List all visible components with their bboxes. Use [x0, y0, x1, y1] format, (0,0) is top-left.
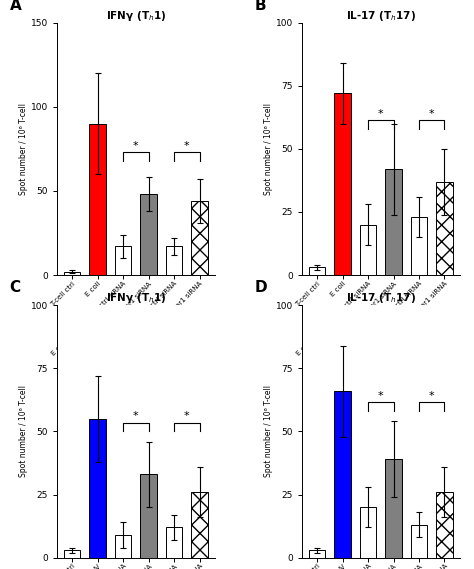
Bar	[191, 492, 208, 558]
Bar	[436, 182, 453, 275]
Bar	[115, 535, 131, 558]
Y-axis label: Spot number / 10⁶ T-cell: Spot number / 10⁶ T-cell	[19, 103, 28, 195]
Bar	[411, 217, 427, 275]
Title: IFNγ (T$_h$1): IFNγ (T$_h$1)	[106, 291, 166, 305]
Y-axis label: Spot number / 10⁶ T-cell: Spot number / 10⁶ T-cell	[264, 385, 273, 477]
Text: *: *	[429, 391, 435, 401]
Bar	[334, 93, 351, 275]
Text: *: *	[184, 411, 190, 422]
Bar	[115, 246, 131, 275]
Bar	[411, 525, 427, 558]
Bar	[309, 267, 325, 275]
Text: *: *	[378, 391, 383, 401]
Text: D: D	[255, 280, 267, 295]
Bar	[309, 550, 325, 558]
Y-axis label: Spot number / 10⁶ T-cell: Spot number / 10⁶ T-cell	[264, 103, 273, 195]
Text: C: C	[9, 280, 20, 295]
Bar	[385, 459, 402, 558]
Title: IL-17 (T$_h$17): IL-17 (T$_h$17)	[346, 291, 416, 305]
Bar	[360, 225, 376, 275]
Title: IL-17 (T$_h$17): IL-17 (T$_h$17)	[346, 9, 416, 23]
Bar	[140, 195, 157, 275]
Text: *: *	[184, 141, 190, 151]
Bar	[64, 550, 81, 558]
Bar	[191, 201, 208, 275]
Bar	[64, 271, 81, 275]
Bar	[166, 527, 182, 558]
Bar	[166, 246, 182, 275]
Text: *: *	[133, 411, 139, 422]
Bar	[385, 169, 402, 275]
Text: B: B	[255, 0, 266, 13]
Bar	[140, 475, 157, 558]
Y-axis label: Spot number / 10⁶ T-cell: Spot number / 10⁶ T-cell	[19, 385, 28, 477]
Text: *: *	[133, 141, 139, 151]
Text: A: A	[9, 0, 21, 13]
Bar	[360, 507, 376, 558]
Bar	[334, 391, 351, 558]
Text: *: *	[429, 109, 435, 118]
Bar	[90, 419, 106, 558]
Text: *: *	[378, 109, 383, 118]
Bar	[90, 123, 106, 275]
Title: IFNγ (T$_h$1): IFNγ (T$_h$1)	[106, 9, 166, 23]
Bar	[436, 492, 453, 558]
